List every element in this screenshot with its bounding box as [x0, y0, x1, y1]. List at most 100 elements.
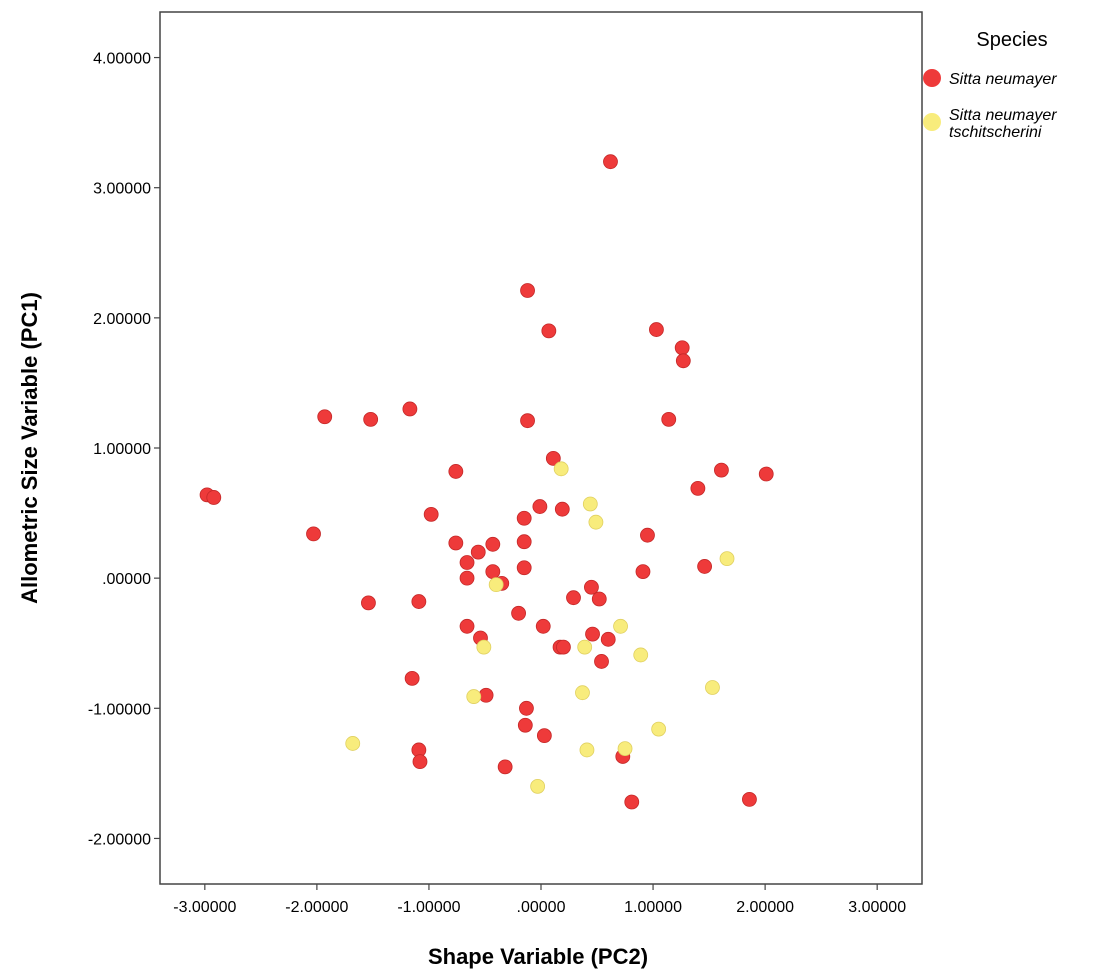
point-sitta-neumayer [624, 794, 640, 810]
point-sitta-neumayer-tschitscherini [582, 496, 598, 512]
point-sitta-neumayer [516, 560, 532, 576]
point-sitta-neumayer [758, 466, 774, 482]
legend-marker [923, 113, 941, 131]
x-tick-label: 2.00000 [736, 899, 794, 916]
plot-area-frame [159, 11, 923, 885]
point-sitta-neumayer [423, 506, 439, 522]
point-sitta-neumayer [545, 451, 561, 466]
point-sitta-neumayer [497, 759, 513, 775]
point-sitta-neumayer [485, 536, 501, 552]
point-sitta-neumayer-tschitscherini [575, 685, 590, 701]
point-sitta-neumayer-tschitscherini [705, 680, 720, 695]
point-sitta-neumayer [317, 409, 333, 425]
point-sitta-neumayer [361, 595, 376, 611]
point-sitta-neumayer [363, 411, 379, 427]
x-tick-label: -1.00000 [397, 899, 460, 916]
point-sitta-neumayer [532, 499, 548, 514]
point-sitta-neumayer-tschitscherini [613, 618, 628, 634]
legend-label: tschitscherini [949, 124, 1042, 141]
point-sitta-neumayer-tschitscherini [719, 551, 735, 567]
point-sitta-neumayer [566, 590, 581, 606]
point-sitta-neumayer [674, 340, 690, 356]
point-sitta-neumayer [470, 544, 486, 560]
x-tick-label: -2.00000 [285, 899, 348, 916]
point-sitta-neumayer [402, 401, 418, 417]
legend-label: Sitta neumayer [949, 71, 1057, 88]
point-sitta-neumayer [519, 700, 534, 716]
point-sitta-neumayer [459, 555, 475, 570]
point-sitta-neumayer [459, 570, 475, 586]
point-sitta-neumayer-tschitscherini [579, 742, 595, 758]
point-sitta-neumayer [584, 579, 599, 595]
legend-title: Species [976, 29, 1047, 51]
data-points [199, 154, 774, 810]
point-sitta-neumayer-tschitscherini [651, 721, 667, 737]
y-axis-title: Allometric Size Variable (PC1) [17, 292, 42, 604]
point-sitta-neumayer [603, 154, 618, 170]
point-sitta-neumayer [585, 626, 600, 642]
point-sitta-neumayer [448, 464, 464, 479]
point-sitta-neumayer-tschitscherini [633, 647, 649, 663]
x-axis: -3.00000 -2.00000 -1.00000 .00000 1.00000 2.0… [173, 884, 906, 916]
point-sitta-neumayer [520, 413, 535, 429]
point-sitta-neumayer-tschitscherini [530, 778, 546, 794]
point-sitta-neumayer [412, 754, 428, 770]
point-sitta-neumayer [661, 411, 677, 427]
point-sitta-neumayer-tschitscherini [476, 639, 492, 655]
point-sitta-neumayer-tschitscherini [588, 514, 604, 530]
y-axis: -2.00000 -1.00000 .00000 1.00000 2.00000 3.00… [88, 51, 160, 848]
y-tick-label: 3.00000 [93, 181, 151, 198]
point-sitta-neumayer-tschitscherini [488, 577, 504, 593]
point-sitta-neumayer [206, 490, 222, 505]
point-sitta-neumayer-tschitscherini [553, 461, 569, 477]
x-axis-title: Shape Variable (PC2) [428, 944, 648, 969]
legend-marker [923, 69, 941, 87]
point-sitta-neumayer [675, 353, 691, 369]
y-tick-label: 4.00000 [93, 51, 151, 68]
point-sitta-neumayer-tschitscherini [617, 741, 633, 757]
point-sitta-neumayer [459, 618, 475, 634]
point-sitta-neumayer-tschitscherini [345, 736, 361, 751]
point-sitta-neumayer [697, 559, 713, 574]
point-sitta-neumayer-tschitscherini [466, 689, 482, 704]
point-sitta-neumayer [649, 322, 664, 337]
point-sitta-neumayer [520, 283, 535, 298]
point-sitta-neumayer [411, 594, 427, 609]
x-tick-label: 3.00000 [848, 899, 906, 916]
point-sitta-neumayer [536, 728, 552, 744]
point-sitta-neumayer [635, 564, 651, 580]
point-sitta-neumayer [556, 639, 571, 655]
x-tick-label: 1.00000 [624, 899, 682, 916]
point-sitta-neumayer [448, 535, 464, 551]
point-sitta-neumayer [516, 534, 532, 550]
y-tick-label: 1.00000 [93, 441, 151, 458]
point-sitta-neumayer [594, 654, 609, 669]
point-sitta-neumayer [541, 323, 557, 339]
point-sitta-neumayer [714, 462, 729, 478]
point-sitta-neumayer [690, 480, 706, 496]
legend-label: Sitta neumayer [949, 107, 1057, 124]
point-sitta-neumayer [485, 564, 501, 580]
point-sitta-neumayer [517, 717, 533, 733]
point-sitta-neumayer [511, 605, 526, 621]
point-sitta-neumayer [516, 510, 532, 526]
point-sitta-neumayer [600, 631, 616, 647]
y-tick-label: -1.00000 [88, 701, 151, 718]
y-tick-label: .00000 [102, 571, 151, 588]
x-tick-label: .00000 [517, 899, 566, 916]
y-tick-label: 2.00000 [93, 311, 151, 328]
point-sitta-neumayer [478, 687, 494, 703]
point-sitta-neumayer-tschitscherini [577, 639, 593, 655]
x-tick-label: -3.00000 [173, 899, 236, 916]
point-sitta-neumayer [554, 501, 570, 517]
y-tick-label: -2.00000 [88, 831, 151, 848]
point-sitta-neumayer [640, 527, 655, 543]
point-sitta-neumayer [306, 526, 321, 542]
point-sitta-neumayer [535, 618, 551, 634]
point-sitta-neumayer [742, 792, 757, 807]
point-sitta-neumayer [404, 670, 420, 686]
point-sitta-neumayer [591, 591, 607, 607]
